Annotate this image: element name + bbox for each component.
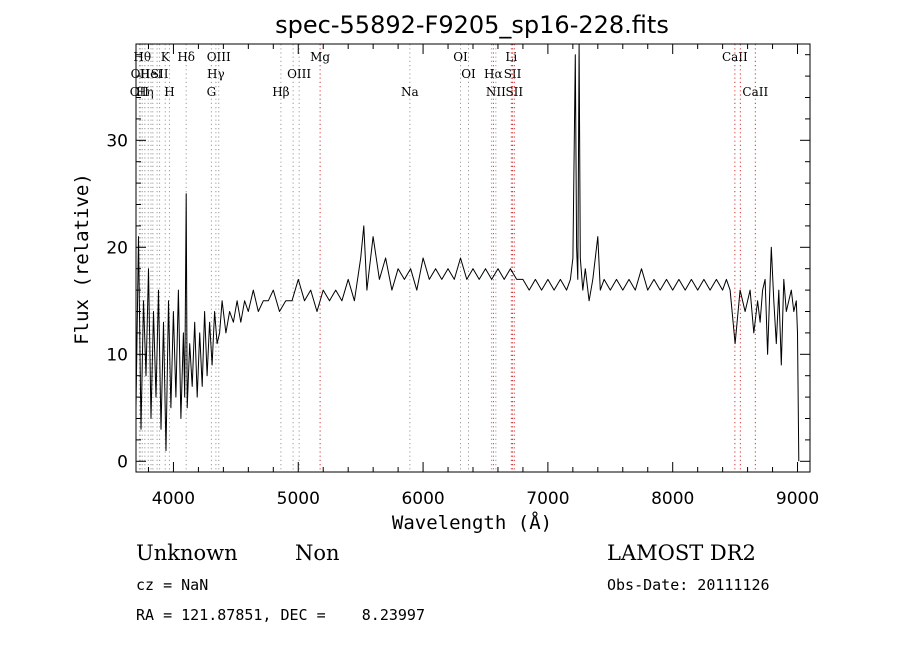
spectral-line-label: SII [504,67,522,81]
spectral-line-label: Hγ [207,67,225,81]
spectral-line-label: OII [131,67,151,81]
x-tick-label: 4000 [152,489,195,509]
x-axis-label: Wavelength (Å) [392,511,552,534]
x-tick-label: 8000 [651,489,694,509]
chart-title: spec-55892-F9205_sp16-228.fits [275,11,669,39]
plot-area: OIIOIIHθHηHeISIIKHHδGHγOIIIHβOIIIMgNaOIO… [106,43,819,509]
spectral-line-label: Hθ [133,50,151,64]
spectral-line-label: Hη [136,85,154,99]
spectral-line-label: Na [401,85,419,99]
spectral-line-label: NII [486,85,506,99]
spectral-line-label: Hδ [177,50,195,64]
coordinates-label: RA = 121.87851, DEC = 8.23997 [136,606,425,624]
spectral-line-label: K [161,50,171,64]
spectrum-series-line [135,43,800,462]
spectral-line-label: Li [505,50,517,64]
classification-label: Unknown [136,541,238,565]
plot-frame [135,43,811,473]
spectral-line-label: CaII [722,50,748,64]
spectral-line-label: H [164,85,174,99]
y-tick-label: 20 [106,238,128,258]
spectral-line-label: Hα [484,67,503,81]
x-tick-label: 9000 [776,489,819,509]
spectral-line-label: OIII [287,67,311,81]
y-tick-label: 0 [117,452,128,472]
spectral-line-label: OI [461,67,476,81]
x-tick-label: 7000 [526,489,569,509]
y-tick-label: 30 [106,131,128,151]
spectral-line-label: HeI [140,67,163,81]
spectral-line-label: OI [453,50,468,64]
x-tick-label: 5000 [277,489,320,509]
survey-label: LAMOST DR2 [607,541,756,565]
y-tick-label: 10 [106,345,128,365]
x-tick-label: 6000 [401,489,444,509]
subclass-label: Non [295,541,340,565]
spectral-line-label: SII [151,67,169,81]
spectral-line-label: Mg [310,50,330,64]
obs-date-label: Obs-Date: 20111126 [607,576,770,594]
spectral-line-label: Hβ [272,85,289,99]
spectral-line-label: SII [505,85,523,99]
y-axis-label: Flux (relative) [71,173,93,345]
cz-label: cz = NaN [136,576,208,594]
spectral-line-label: G [207,85,217,99]
spectral-line-label: OIII [207,50,231,64]
spectral-line-label: CaII [742,85,768,99]
